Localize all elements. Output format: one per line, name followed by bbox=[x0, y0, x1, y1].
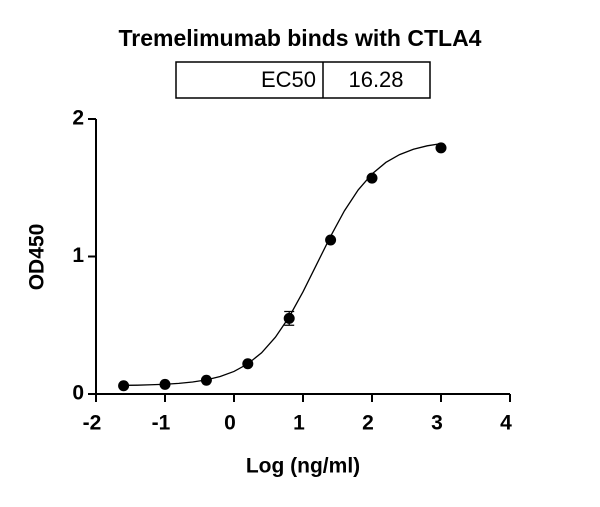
x-tick-label: 1 bbox=[293, 412, 305, 435]
ec50-label: EC50 bbox=[261, 67, 316, 92]
x-tick-label: -2 bbox=[83, 412, 102, 435]
data-point bbox=[325, 234, 337, 246]
data-point bbox=[159, 378, 171, 390]
x-tick-label: 4 bbox=[500, 412, 512, 435]
ec50-value: 16.28 bbox=[348, 67, 403, 92]
y-tick-label: 1 bbox=[72, 244, 84, 267]
x-tick-label: 2 bbox=[362, 412, 374, 435]
x-tick-label: -1 bbox=[152, 412, 171, 435]
data-point bbox=[200, 374, 212, 386]
y-tick-label: 2 bbox=[72, 107, 84, 130]
chart-title: Tremelimumab binds with CTLA4 bbox=[119, 25, 482, 51]
data-point bbox=[242, 358, 254, 370]
fit-curve bbox=[123, 142, 442, 386]
data-point bbox=[283, 312, 295, 324]
y-axis-label: OD450 bbox=[26, 224, 49, 291]
ec50-box bbox=[175, 61, 431, 99]
x-tick-label: 3 bbox=[431, 412, 443, 435]
data-point bbox=[366, 172, 378, 184]
data-point bbox=[118, 380, 130, 392]
x-tick-label: 0 bbox=[224, 412, 236, 435]
x-axis-label: Log (ng/ml) bbox=[246, 455, 360, 478]
data-point bbox=[435, 142, 447, 154]
y-tick-label: 0 bbox=[72, 382, 84, 405]
